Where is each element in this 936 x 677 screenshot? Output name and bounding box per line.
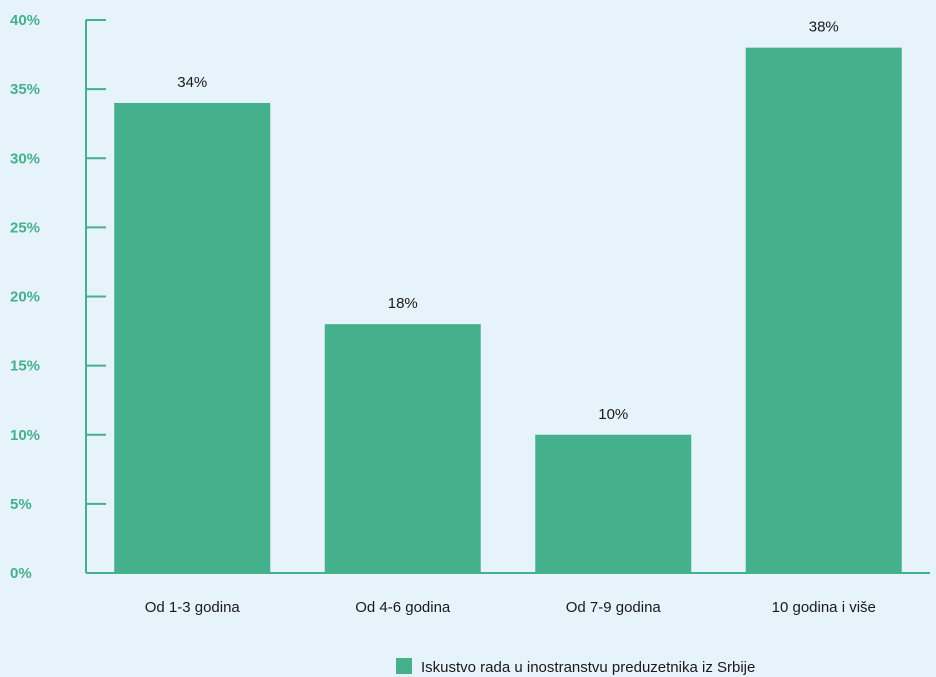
y-tick-label: 10% (10, 427, 40, 444)
data-label: 18% (388, 295, 418, 312)
bar (535, 434, 692, 573)
y-tick-label: 40% (10, 12, 40, 29)
legend-label: Iskustvo rada u inostranstvu preduzetnik… (421, 659, 755, 676)
data-label: 10% (598, 406, 628, 423)
y-tick-label: 35% (10, 81, 40, 98)
data-label: 38% (809, 19, 839, 36)
bar (745, 47, 902, 573)
bar (324, 324, 481, 573)
x-tick-label: Od 1-3 godina (145, 599, 241, 616)
bar (114, 102, 271, 573)
y-tick-label: 30% (10, 150, 40, 167)
data-labels: 34% 18% 10% 38% (177, 19, 839, 423)
x-tick-label: 10 godina i više (772, 599, 876, 616)
y-tick-label: 25% (10, 219, 40, 236)
x-axis-ticks: Od 1-3 godina Od 4-6 godina Od 7-9 godina 1… (145, 599, 876, 616)
y-tick-label: 0% (10, 565, 32, 582)
y-tick-label: 5% (10, 496, 32, 513)
legend: Iskustvo rada u inostranstvu preduzetnik… (396, 658, 755, 676)
data-label: 34% (177, 74, 207, 91)
x-tick-label: Od 4-6 godina (355, 599, 451, 616)
y-tick-label: 20% (10, 289, 40, 306)
x-tick-label: Od 7-9 godina (566, 599, 662, 616)
y-tick-label: 15% (10, 358, 40, 375)
legend-swatch (396, 658, 412, 674)
y-axis-ticks: 0% 5% 10% 15% 20% 25% 30% 35% 40% (10, 12, 106, 582)
bars (114, 47, 902, 573)
